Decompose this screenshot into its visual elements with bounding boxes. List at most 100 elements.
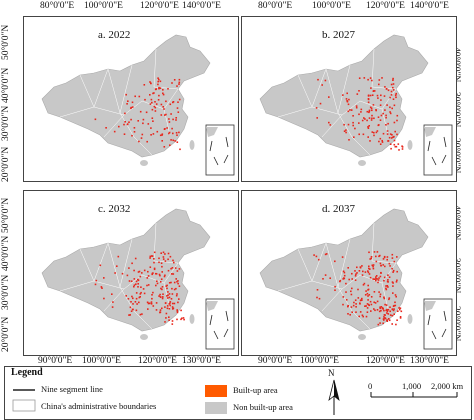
built-up-patch — [386, 308, 388, 311]
built-up-patch — [167, 297, 169, 299]
built-up-patch — [164, 274, 166, 277]
built-up-patch — [172, 273, 175, 275]
province-boundary — [153, 222, 179, 264]
built-up-patch — [144, 98, 146, 101]
built-up-patch — [386, 104, 388, 106]
built-up-patch — [324, 274, 327, 276]
built-up-patch — [176, 311, 179, 314]
built-up-patch — [380, 309, 382, 312]
built-up-patch — [359, 302, 361, 304]
built-up-patch — [141, 133, 144, 136]
built-up-patch — [125, 93, 127, 96]
built-up-patch — [154, 88, 157, 91]
built-up-patch — [393, 121, 396, 124]
built-up-patch — [396, 114, 399, 117]
built-up-patch — [378, 277, 380, 279]
built-up-patch — [140, 137, 143, 139]
built-up-patch — [146, 140, 148, 143]
built-up-patch — [389, 96, 391, 99]
province-boundary — [337, 286, 371, 330]
built-up-patch — [157, 99, 160, 101]
province-boundary — [59, 280, 95, 292]
built-up-patch — [352, 121, 354, 124]
built-up-patch — [130, 118, 132, 121]
built-up-patch — [347, 110, 350, 113]
built-up-patch — [126, 123, 129, 126]
built-up-patch — [369, 106, 372, 109]
built-up-patch — [367, 95, 370, 97]
built-up-patch — [385, 285, 387, 287]
built-up-patch — [149, 103, 152, 105]
built-up-patch — [389, 265, 391, 267]
built-up-patch — [388, 297, 391, 299]
built-up-patch — [369, 268, 371, 270]
built-up-patch — [358, 90, 360, 92]
built-up-patch — [346, 100, 349, 103]
built-up-patch — [387, 286, 389, 288]
built-up-patch — [168, 121, 171, 123]
legend-symbols — [12, 379, 458, 415]
built-up-patch — [348, 278, 350, 281]
built-up-patch — [341, 256, 344, 258]
built-up-patch — [127, 298, 130, 300]
built-up-patch — [377, 124, 380, 127]
built-up-patch — [361, 297, 363, 300]
built-up-patch — [356, 272, 358, 274]
built-up-patch — [354, 279, 357, 281]
built-up-patch — [178, 268, 181, 270]
built-up-patch — [393, 260, 396, 263]
built-up-patch — [170, 281, 172, 284]
built-up-patch — [139, 110, 142, 113]
built-up-patch — [176, 134, 178, 136]
built-up-patch — [371, 94, 374, 96]
built-up-patch — [363, 117, 365, 119]
built-up-patch — [152, 305, 155, 307]
built-up-patch — [370, 107, 373, 110]
built-up-patch — [396, 256, 398, 258]
built-up-patch — [318, 297, 321, 300]
panel-label-2022: a. 2022 — [98, 29, 131, 41]
built-up-patch — [358, 77, 361, 79]
built-up-patch — [392, 86, 394, 89]
built-up-patch — [171, 127, 173, 130]
built-up-patch — [391, 281, 394, 283]
built-up-patch — [371, 117, 373, 120]
built-up-patch — [153, 258, 155, 260]
built-up-patch — [387, 308, 390, 311]
built-up-patch — [321, 84, 323, 86]
built-up-patch — [151, 101, 153, 104]
built-up-patch — [395, 281, 398, 283]
built-up-patch — [172, 101, 174, 104]
built-up-patch — [364, 118, 366, 120]
built-up-patch — [391, 308, 394, 310]
built-up-patch — [156, 282, 159, 285]
built-up-patch — [168, 307, 171, 310]
lon-tick-top-140: 140°0'0"E — [182, 1, 221, 11]
built-up-patch — [128, 121, 130, 123]
built-up-patch — [394, 294, 397, 296]
built-up-patch — [392, 89, 395, 91]
built-up-patch — [166, 295, 168, 297]
built-up-patch — [392, 309, 395, 312]
built-up-patch — [168, 131, 171, 134]
built-up-patch — [357, 288, 359, 291]
built-up-patch — [367, 127, 370, 129]
built-up-patch — [170, 273, 173, 275]
built-up-patch — [383, 309, 385, 312]
built-up-patch — [378, 140, 380, 143]
built-up-patch — [169, 255, 172, 258]
province-boundary — [163, 108, 171, 136]
built-up-patch — [399, 316, 402, 318]
built-up-patch — [316, 296, 318, 299]
built-up-patch — [390, 94, 393, 96]
built-up-patch — [366, 292, 369, 295]
built-up-patch — [355, 311, 357, 313]
built-up-patch — [142, 288, 145, 290]
china-landmass — [259, 208, 429, 332]
built-up-patch — [153, 268, 156, 271]
built-up-patch — [158, 261, 160, 264]
built-up-patch — [138, 140, 140, 143]
built-up-patch — [117, 255, 120, 258]
built-up-patch — [345, 131, 347, 134]
built-up-patch — [112, 301, 114, 303]
